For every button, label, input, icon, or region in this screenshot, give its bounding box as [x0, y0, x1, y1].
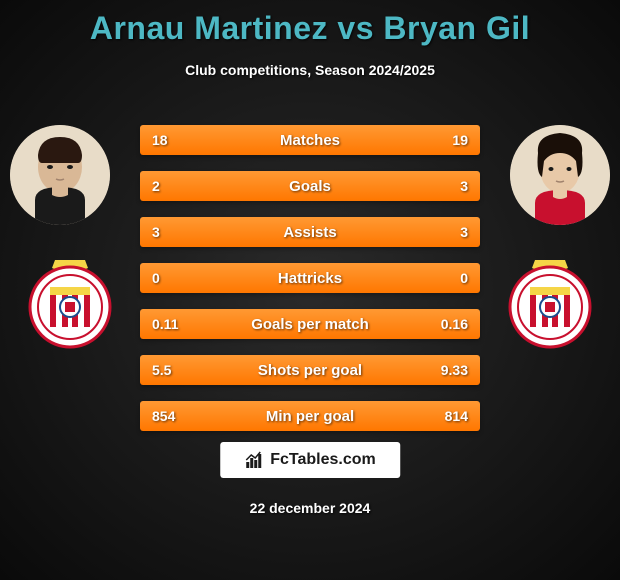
- season-subtitle: Club competitions, Season 2024/2025: [0, 62, 620, 78]
- player-right-avatar: [510, 125, 610, 225]
- stat-value-right: 9.33: [441, 362, 468, 378]
- avatar-left-icon: [10, 125, 110, 225]
- stat-value-left: 854: [152, 408, 175, 424]
- girona-badge-left-icon: [20, 252, 120, 352]
- avatar-right-icon: [510, 125, 610, 225]
- stats-container: 18 Matches 19 2 Goals 3 3 Assists 3 0 Ha…: [140, 125, 480, 447]
- stat-row-shots-per-goal: 5.5 Shots per goal 9.33: [140, 355, 480, 385]
- stat-row-assists: 3 Assists 3: [140, 217, 480, 247]
- stat-row-goals-per-match: 0.11 Goals per match 0.16: [140, 309, 480, 339]
- club-badge-left: [20, 252, 120, 352]
- stat-row-goals: 2 Goals 3: [140, 171, 480, 201]
- stat-label: Goals: [140, 178, 480, 195]
- footer-date: 22 december 2024: [0, 500, 620, 516]
- stat-row-matches: 18 Matches 19: [140, 125, 480, 155]
- comparison-title: Arnau Martinez vs Bryan Gil: [0, 0, 620, 47]
- stat-row-min-per-goal: 854 Min per goal 814: [140, 401, 480, 431]
- stat-value-right: 3: [460, 178, 468, 194]
- chart-icon: [244, 450, 264, 470]
- club-badge-right: [500, 252, 600, 352]
- stat-value-left: 0.11: [152, 316, 178, 332]
- stat-label: Matches: [140, 132, 480, 149]
- stat-value-left: 0: [152, 270, 160, 286]
- stat-label: Hattricks: [140, 270, 480, 287]
- stat-value-right: 19: [452, 132, 468, 148]
- stat-label: Shots per goal: [140, 362, 480, 379]
- stat-value-left: 3: [152, 224, 160, 240]
- footer-brand-text: FcTables.com: [270, 451, 376, 469]
- stat-value-left: 2: [152, 178, 160, 194]
- stat-value-right: 0.16: [441, 316, 468, 332]
- footer-brand[interactable]: FcTables.com: [220, 442, 400, 478]
- stat-value-left: 18: [152, 132, 168, 148]
- stat-value-left: 5.5: [152, 362, 171, 378]
- stat-label: Min per goal: [140, 408, 480, 425]
- stat-row-hattricks: 0 Hattricks 0: [140, 263, 480, 293]
- stat-label: Goals per match: [140, 316, 480, 333]
- girona-badge-right-icon: [500, 252, 600, 352]
- stat-value-right: 0: [460, 270, 468, 286]
- stat-value-right: 3: [460, 224, 468, 240]
- stat-value-right: 814: [445, 408, 468, 424]
- player-left-avatar: [10, 125, 110, 225]
- stat-label: Assists: [140, 224, 480, 241]
